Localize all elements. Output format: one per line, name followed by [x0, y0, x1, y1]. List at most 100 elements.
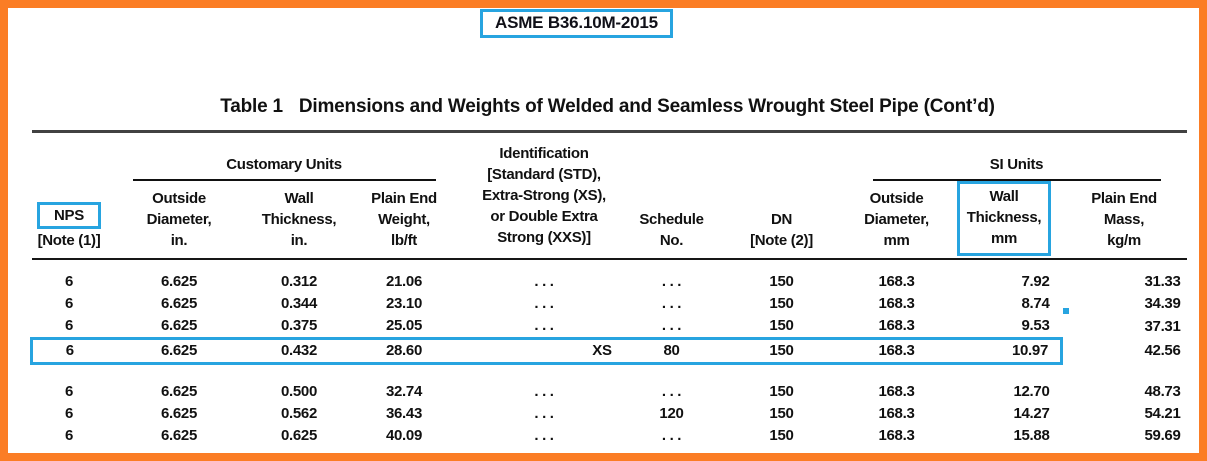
cell-dn: 150	[769, 405, 794, 422]
table-title-text: Dimensions and Weights of Welded and Sea…	[298, 96, 995, 117]
cell-wt-mm: 9.53	[1021, 317, 1050, 334]
column-header-identification: Identification [Standard (STD), Extra-St…	[461, 131, 627, 260]
cell-identification: . . .	[534, 405, 554, 422]
cell-schedule: 80	[626, 337, 717, 365]
cell-dn: 150	[769, 273, 794, 290]
standard-label-annotation-box: ASME B36.10M-2015	[480, 9, 673, 38]
cell-dn: 150	[716, 337, 847, 365]
cell-pe-mass: 31.33	[1144, 273, 1181, 290]
group-header-si-units: SI Units	[847, 132, 1187, 181]
wall-thickness-mm-highlight-box: Wall Thickness, mm	[956, 181, 1052, 256]
column-header-wt-mm: Wall Thickness, mm	[946, 181, 1062, 260]
cell-od-mm: 168.3	[878, 273, 915, 290]
column-header-wt-in: Wall Thickness, in.	[251, 181, 347, 260]
highlighted-table-row: 6 6.625 0.432 28.60 XS 80 150 168.3 10.9…	[30, 337, 1187, 365]
cell-pe-weight: 28.60	[346, 337, 462, 365]
cell-pe-weight: 40.09	[385, 427, 423, 444]
cell-pe-mass: 48.73	[1144, 383, 1181, 400]
column-header-schedule: Schedule No.	[626, 131, 717, 260]
column-header-od-in: Outside Diameter, in.	[106, 181, 252, 260]
table-header: NPS [Note (1)] Customary Units Identific…	[31, 131, 1187, 260]
cell-nps: 6	[64, 317, 74, 334]
cell-od-mm: 168.3	[878, 383, 915, 400]
column-header-dn: DN [Note (2)]	[716, 131, 847, 260]
cell-wt-mm: 15.88	[1013, 427, 1050, 444]
cell-pe-mass: 54.21	[1144, 405, 1181, 422]
cell-wt-mm: 7.92	[1021, 273, 1050, 290]
table-body: 6 6.625 0.312 21.06 . . . . . . 150 168.…	[30, 259, 1187, 447]
table-row: 6 6.625 0.375 25.05 . . . . . . 150 168.…	[32, 315, 1187, 339]
cell-identification: XS	[461, 337, 627, 365]
cell-wt-mm: 14.27	[1013, 405, 1050, 422]
cell-od-mm: 168.3	[878, 427, 915, 444]
cell-od-in: 6.625	[160, 405, 198, 422]
column-header-pe-mass: Plain End Mass, kg/m	[1061, 181, 1187, 260]
cell-identification: . . .	[534, 273, 554, 290]
standard-label: ASME B36.10M-2015	[495, 13, 658, 32]
cell-wt-in: 0.562	[280, 405, 318, 422]
table-row: 6 6.625 0.344 23.10 . . . . . . 150 168.…	[32, 293, 1187, 315]
cell-od-in: 6.625	[106, 337, 252, 365]
cell-identification: . . .	[534, 295, 554, 312]
cell-wt-in: 0.312	[280, 273, 318, 290]
cell-pe-mass: 34.39	[1144, 295, 1181, 312]
cell-schedule: . . .	[661, 273, 682, 290]
cell-schedule: . . .	[661, 383, 682, 400]
cell-wt-in: 0.500	[280, 383, 318, 400]
cell-nps: 6	[64, 295, 74, 312]
cell-wt-mm: 12.70	[1013, 383, 1050, 400]
nps-label: NPS	[54, 207, 84, 224]
table-title: Table 1 Dimensions and Weights of Welded …	[30, 96, 1185, 118]
table-row: 6 6.625 0.562 36.43 . . . 120 150 168.3 …	[32, 403, 1187, 425]
cell-od-in: 6.625	[160, 295, 198, 312]
column-header-nps: NPS [Note (1)]	[31, 131, 107, 260]
cell-schedule: . . .	[661, 295, 682, 312]
cell-od-in: 6.625	[160, 383, 198, 400]
cell-nps: 6	[64, 405, 74, 422]
cell-wt-in: 0.344	[280, 295, 318, 312]
cell-identification: . . .	[534, 383, 554, 400]
cell-nps: 6	[64, 427, 74, 444]
cell-od-mm: 168.3	[878, 317, 915, 334]
cell-dn: 150	[769, 383, 794, 400]
header-group-row: NPS [Note (1)] Customary Units Identific…	[31, 131, 1187, 260]
cell-wt-mm: 8.74	[1021, 295, 1050, 312]
cell-wt-mm: 10.97	[946, 337, 1063, 365]
pipe-dimensions-table: NPS [Note (1)] Customary Units Identific…	[30, 130, 1187, 447]
column-header-pe-weight: Plain End Weight, lb/ft	[346, 181, 462, 260]
nps-note-label: [Note (1)]	[37, 232, 101, 249]
table-row: 6 6.625 0.500 32.74 . . . . . . 150 168.…	[32, 381, 1187, 403]
table-row: 6 6.625 0.625 40.09 . . . . . . 150 168.…	[32, 425, 1187, 447]
row-spacer	[32, 364, 1187, 382]
cell-pe-mass: 59.69	[1144, 427, 1181, 444]
nps-highlight-box: NPS	[37, 202, 101, 229]
cell-schedule: . . .	[661, 427, 682, 444]
cell-identification: . . .	[534, 317, 554, 334]
column-header-od-mm: Outside Diameter, mm	[846, 181, 947, 260]
cell-nps: 6	[64, 383, 74, 400]
cell-od-mm: 168.3	[846, 337, 947, 365]
cell-od-in: 6.625	[160, 273, 198, 290]
group-header-customary-units: Customary Units	[107, 132, 462, 181]
blue-dot-annotation	[1063, 308, 1069, 314]
cell-dn: 150	[769, 317, 794, 334]
cell-dn: 150	[769, 427, 794, 444]
cell-dn: 150	[769, 295, 794, 312]
cell-pe-mass: 42.56	[1144, 342, 1181, 359]
cell-pe-mass: 37.31	[1144, 317, 1181, 335]
cell-od-mm: 168.3	[878, 405, 915, 422]
cell-pe-weight: 36.43	[385, 405, 423, 422]
cell-pe-weight: 23.10	[385, 295, 423, 312]
cell-od-mm: 168.3	[878, 295, 915, 312]
cell-wt-in: 0.432	[251, 337, 347, 365]
row-spacer	[32, 259, 1187, 271]
cell-identification: . . .	[534, 427, 554, 444]
cell-od-in: 6.625	[160, 427, 198, 444]
table-row: 6 6.625 0.312 21.06 . . . . . . 150 168.…	[32, 271, 1187, 293]
cell-wt-in: 0.625	[280, 427, 318, 444]
cell-od-in: 6.625	[160, 317, 198, 334]
cell-wt-in: 0.375	[280, 317, 318, 334]
cell-schedule: . . .	[661, 317, 682, 334]
cell-nps: 6	[30, 337, 107, 365]
